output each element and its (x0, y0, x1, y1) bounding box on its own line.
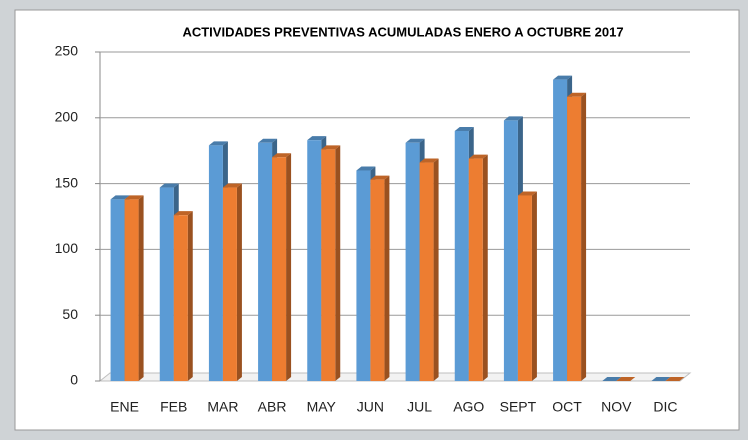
bar (468, 158, 483, 381)
x-tick-label: JUL (407, 399, 432, 415)
bar-top (173, 211, 193, 216)
x-tick-label: MAY (307, 399, 337, 415)
bar-top (616, 377, 636, 381)
bar-top (468, 154, 488, 159)
bar-top (208, 141, 228, 146)
bar (159, 187, 174, 381)
chart-title: ACTIVIDADES PREVENTIVAS ACUMULADAS ENERO… (182, 24, 623, 39)
x-tick-label: FEB (160, 399, 187, 415)
bar-top (222, 183, 242, 188)
bar (124, 199, 139, 381)
x-tick-label: ENE (110, 399, 139, 415)
bar (503, 120, 518, 381)
bar (110, 199, 125, 381)
bar (567, 96, 582, 381)
bar-side (187, 211, 193, 381)
bar-top (503, 116, 523, 121)
y-tick-label: 0 (70, 372, 78, 388)
bar-top (124, 195, 144, 200)
x-tick-label: AGO (453, 399, 484, 415)
bar-top (159, 183, 179, 188)
bar-side (581, 92, 587, 381)
y-tick-label: 150 (55, 174, 79, 190)
bar-side (236, 183, 242, 381)
bar-top (356, 166, 376, 171)
bar-top (370, 175, 390, 180)
bar-top (454, 126, 474, 131)
bar-top (602, 377, 622, 381)
bar (370, 179, 385, 381)
bar (405, 142, 420, 381)
bar-top (517, 191, 537, 196)
bar-side (433, 158, 439, 381)
x-tick-label: JUN (357, 399, 384, 415)
x-tick-label: SEPT (500, 399, 537, 415)
y-tick-label: 50 (62, 306, 78, 322)
bar (553, 79, 568, 382)
bar-side (482, 154, 488, 381)
bar-side (384, 175, 390, 381)
bar (321, 149, 336, 381)
x-tick-label: DIC (653, 399, 677, 415)
y-tick-label: 250 (55, 43, 79, 59)
bar-top (321, 145, 341, 150)
bar (208, 145, 223, 381)
x-tick-label: NOV (601, 399, 632, 415)
x-tick-label: OCT (552, 399, 582, 415)
bar-top (567, 92, 587, 97)
x-tick-label: MAR (207, 399, 238, 415)
bar (258, 142, 273, 381)
bar-top (110, 195, 130, 200)
floor (98, 372, 692, 382)
bar (517, 195, 532, 381)
x-tick-label: ABR (258, 399, 287, 415)
y-tick-label: 100 (55, 240, 79, 256)
y-tick-label: 200 (55, 109, 79, 125)
bar-top (258, 138, 278, 143)
bar-side (138, 195, 144, 381)
bar-top (272, 153, 292, 158)
bar (454, 130, 469, 381)
bar (272, 157, 287, 381)
bar (419, 162, 434, 381)
bar-top (405, 138, 425, 143)
bar (222, 187, 237, 381)
bar (173, 215, 188, 381)
bar-side (335, 145, 341, 381)
bar-top (651, 377, 671, 381)
bar (356, 170, 371, 381)
bar (307, 140, 322, 381)
bar-top (665, 377, 685, 381)
bar-top (419, 158, 439, 163)
bar-side (531, 191, 537, 381)
bar-top (553, 75, 573, 80)
bar-top (307, 136, 327, 141)
bar-side (286, 153, 292, 381)
